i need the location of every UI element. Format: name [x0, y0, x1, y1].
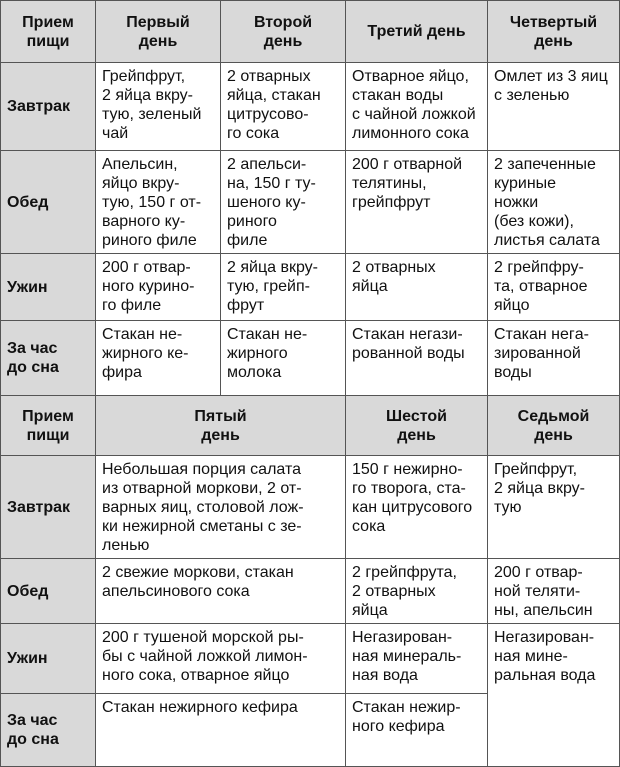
meal-label: За час до сна — [0, 693, 96, 767]
menu-cell: 2 запеченные куриные ножки (без кожи), л… — [487, 150, 620, 254]
menu-cell: Стакан негa- зированной воды — [487, 320, 620, 396]
header-row: Прием пищи Пятый день Шестой день Седьмой д… — [0, 395, 620, 456]
meal-label: За час до сна — [0, 320, 96, 396]
menu-cell: Стакан не- жирного молока — [220, 320, 346, 396]
menu-cell: 200 г отвар- ного курино- го филе — [95, 253, 221, 321]
diet-table-days-1-4: Прием пищи Первый день Второй день Третий д… — [0, 0, 620, 396]
table-row: За час до сна Стакан не- жирного ке- фира… — [0, 320, 620, 396]
meal-label: Обед — [0, 558, 96, 624]
menu-cell: 2 отварных яйца, стакан цитрусово- го со… — [220, 62, 346, 151]
meal-label: Ужин — [0, 253, 96, 321]
menu-cell: Стакан не- жирного ке- фира — [95, 320, 221, 396]
table-row: Завтрак Небольшая порция салата из отварн… — [0, 455, 620, 559]
header-day: Первый день — [95, 0, 221, 63]
header-day: Пятый день — [95, 395, 346, 456]
menu-cell: 200 г тушеной морской ры- бы с чайной ло… — [95, 623, 346, 694]
header-meal: Прием пищи — [0, 0, 96, 63]
menu-cell: Апельсин, яйцо вкру- тую, 150 г от- варн… — [95, 150, 221, 254]
menu-cell: Стакан нежир- ного кефира — [345, 693, 488, 767]
menu-cell: Грейпфрут, 2 яйца вкру- тую, зеленый чай — [95, 62, 221, 151]
table-row: Ужин 200 г отвар- ного курино- го филе 2 я… — [0, 253, 620, 321]
header-day: Шестой день — [345, 395, 488, 456]
menu-cell: Стакан негази- рованной воды — [345, 320, 488, 396]
menu-cell: Негазирован- ная минераль- ная вода — [345, 623, 488, 694]
header-day: Четвертый день — [487, 0, 620, 63]
header-day: Второй день — [220, 0, 346, 63]
menu-cell: Негазирован- ная мине- ральная вода — [487, 623, 620, 767]
menu-cell: 200 г отварной телятины, грейпфрут — [345, 150, 488, 254]
menu-cell: 2 яйца вкру- тую, грейп- фрут — [220, 253, 346, 321]
menu-cell: 150 г нежирно- го творога, ста- кан цитр… — [345, 455, 488, 559]
table-row: Завтрак Грейпфрут, 2 яйца вкру- тую, зеле… — [0, 62, 620, 151]
header-row: Прием пищи Первый день Второй день Третий д… — [0, 0, 620, 63]
menu-cell: 2 свежие моркови, стакан апельсинового с… — [95, 558, 346, 624]
meal-label: Обед — [0, 150, 96, 254]
table-row: Обед 2 свежие моркови, стакан апельсиново… — [0, 558, 620, 624]
menu-cell: 2 грейпфрута, 2 отварных яйца — [345, 558, 488, 624]
meal-label: Ужин — [0, 623, 96, 694]
menu-cell: Небольшая порция салата из отварной морк… — [95, 455, 346, 559]
table-row: Ужин 200 г тушеной морской ры- бы с чайно… — [0, 623, 620, 767]
menu-cell: 200 г отвар- ной теляти- ны, апельсин — [487, 558, 620, 624]
menu-cell: 2 грейпфру- та, отварное яйцо — [487, 253, 620, 321]
diet-table-days-5-7: Прием пищи Пятый день Шестой день Седьмой д… — [0, 395, 620, 767]
header-day: Третий день — [345, 0, 488, 63]
menu-cell: Омлет из 3 яиц с зеленью — [487, 62, 620, 151]
meal-label: Завтрак — [0, 455, 96, 559]
menu-cell: 2 апельси- на, 150 г ту- шеного ку- рино… — [220, 150, 346, 254]
menu-cell: Стакан нежирного кефира — [95, 693, 346, 767]
meal-label: Завтрак — [0, 62, 96, 151]
table-row: За час до сна Стакан нежирного кефира Стак… — [0, 693, 620, 767]
menu-cell: 2 отварных яйца — [345, 253, 488, 321]
menu-cell: Отварное яйцо, стакан воды с чайной ложк… — [345, 62, 488, 151]
header-meal: Прием пищи — [0, 395, 96, 456]
menu-cell: Грейпфрут, 2 яйца вкру- тую — [487, 455, 620, 559]
table-row: Обед Апельсин, яйцо вкру- тую, 150 г от- … — [0, 150, 620, 254]
header-day: Седьмой день — [487, 395, 620, 456]
